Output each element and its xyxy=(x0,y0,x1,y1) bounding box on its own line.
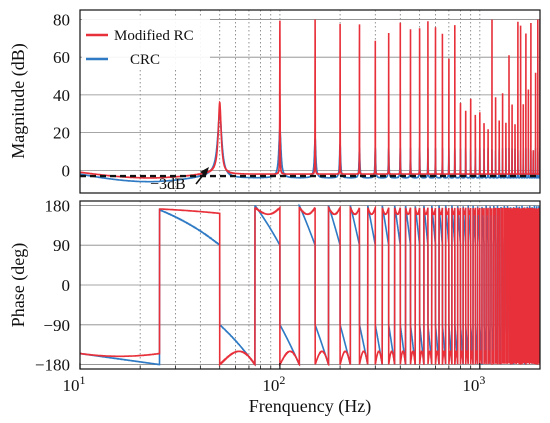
phase-curves xyxy=(80,203,540,367)
magnitude-tick-label: 60 xyxy=(53,48,70,67)
minus-3db-label: −3dB xyxy=(150,176,186,193)
phase-frame xyxy=(79,200,541,370)
x-axis-label: Frenquency (Hz) xyxy=(249,396,371,417)
arrow-head xyxy=(200,167,209,176)
magnitude-curves xyxy=(80,19,540,183)
phase-panel: 180 90 0 −90 −180 Phase (deg) xyxy=(8,196,541,375)
x-tick-label: 102 xyxy=(262,373,285,395)
magnitude-tick-label: 0 xyxy=(62,161,71,180)
phase-y-ticks: 180 90 0 −90 −180 xyxy=(35,196,70,374)
phase-tick-label: 0 xyxy=(62,276,71,295)
magnitude-frame xyxy=(79,9,541,194)
crc-magnitude-series xyxy=(80,113,540,183)
phase-tick-label: −180 xyxy=(35,356,70,375)
phase-tick-label: 180 xyxy=(45,196,71,215)
phase-tick-label: 90 xyxy=(53,236,70,255)
magnitude-tick-label: 40 xyxy=(53,86,70,105)
magnitude-y-ticks: 0 20 40 60 80 xyxy=(53,10,70,180)
magnitude-panel: 0 20 40 60 80 Magnitude (dB) Modified RC CRC… xyxy=(8,9,541,194)
phase-tick-label: −90 xyxy=(43,316,70,335)
magnitude-tick-label: 20 xyxy=(53,124,70,143)
minus-3db-annotation: −3dB xyxy=(150,167,209,193)
modified-rc-phase-series xyxy=(80,205,540,367)
legend-modified-rc-label: Modified RC xyxy=(114,28,194,44)
legend-box xyxy=(82,18,210,70)
legend-crc-label: CRC xyxy=(130,52,160,68)
modified-rc-magnitude-series xyxy=(80,19,540,179)
phase-ylabel: Phase (deg) xyxy=(8,243,29,327)
magnitude-tick-label: 80 xyxy=(53,10,70,29)
magnitude-gridlines xyxy=(80,10,540,193)
magnitude-ylabel: Magnitude (dB) xyxy=(8,43,29,158)
x-tick-label: 101 xyxy=(63,373,86,395)
legend: Modified RC CRC xyxy=(82,18,210,70)
x-tick-label: 103 xyxy=(462,373,485,395)
